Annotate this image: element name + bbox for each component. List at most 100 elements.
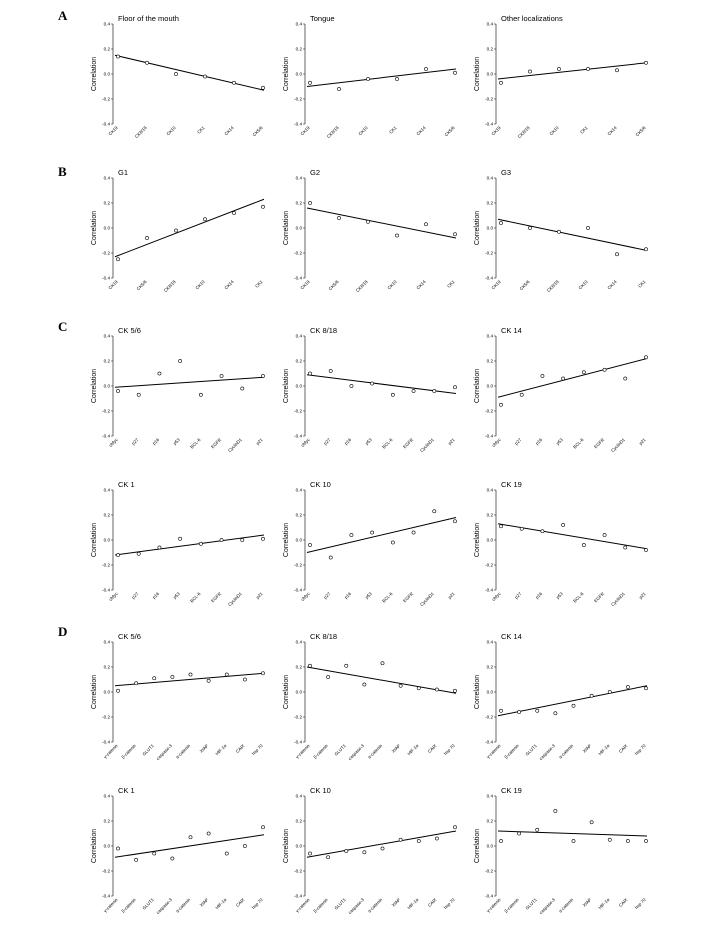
data-point [370,381,375,386]
panel-title: CK 14 [501,326,522,335]
data-point [170,675,175,679]
y-tick-label: 0.2 [296,47,303,52]
panel-title: CK 8/18 [310,326,337,335]
y-tick-label: 0.4 [487,794,494,799]
data-point [188,835,193,840]
data-point [198,541,203,546]
x-tick-label: hsp 70 [443,897,456,910]
chart-panel: CK 19 0.4 0.2 0.0 -0.2 -0.4 Correlation γ-caten… [474,786,648,915]
x-tick-label: BCL-6 [189,591,202,604]
data-point [136,392,141,397]
x-tick-label: HIF-1α [406,897,419,910]
data-point [561,376,566,381]
x-tick-label: XIAP [391,897,402,908]
data-point [499,839,503,843]
y-tick-label: -0.2 [102,715,110,720]
data-point [328,369,333,373]
y-tick-label: -0.2 [485,97,493,102]
x-tick-label: CK5/6 [635,125,648,138]
x-tick-label: BCL-6 [189,437,202,450]
x-tick-label: CAIX [618,897,629,908]
x-tick-label: p21 [638,591,647,600]
data-point [242,844,247,848]
x-tick-label: CAIX [618,743,629,754]
x-tick-label: CK19 [299,279,311,291]
x-tick-label: β-catenin [312,743,329,760]
y-axis-label: Correlation [91,829,98,863]
x-tick-label: CK5/6 [136,279,149,292]
x-tick-label: CK5/6 [328,279,341,292]
y-tick-label: -0.4 [294,740,302,745]
x-tick-label: β-catenin [503,743,520,760]
x-tick-label: hsp 70 [251,897,264,910]
data-point [432,509,437,514]
trend-line [497,358,648,398]
y-tick-label: 0.0 [296,844,303,849]
panel-title: CK 5/6 [118,632,141,641]
chart-panel: CK 10 0.4 0.2 0.0 -0.2 -0.4 Correlation cMyc p27… [283,480,457,607]
y-tick-label: -0.2 [485,869,493,874]
x-tick-label: caspase-3 [347,743,365,761]
data-point [644,60,648,65]
data-point [242,677,247,682]
data-point [581,543,586,547]
x-tick-label: p53 [364,591,373,600]
y-tick-label: 0.2 [104,359,111,364]
data-point [380,846,385,851]
data-point [644,355,648,360]
x-tick-label: CK8/18 [134,125,148,139]
x-tick-label: CyclinD1 [419,591,435,607]
panel-title: Other localizations [501,14,563,23]
y-tick-label: 0.2 [104,47,111,52]
trend-line [114,376,265,388]
data-point [571,839,576,843]
x-tick-label: EGFR [402,591,414,603]
y-tick-label: 0.2 [296,201,303,206]
y-axis-label: Correlation [283,211,290,245]
data-point [589,693,594,698]
data-point [398,837,403,842]
y-tick-label: 0.2 [104,819,111,824]
data-point [499,524,503,529]
panels-group: Floor of the mouth 0.4 0.2 0.0 -0.2 -0.4 Corre… [91,14,648,915]
data-point [535,827,540,832]
x-tick-label: HIF-1α [214,743,227,756]
x-tick-label: p27 [323,437,332,446]
data-point [308,201,312,205]
y-tick-label: 0.2 [104,513,111,518]
x-tick-label: CK14 [415,279,427,291]
data-point [261,671,265,676]
trend-line [306,207,457,239]
y-tick-label: 0.2 [487,359,494,364]
y-tick-label: 0.4 [104,334,111,339]
trend-line [114,534,265,556]
x-tick-label: CK19 [299,125,311,137]
data-point [615,68,619,73]
x-tick-label: p53 [555,437,564,446]
x-tick-label: hsp 70 [251,743,264,756]
data-point [432,389,437,393]
panel-title: CK 10 [310,480,331,489]
x-tick-label: p21 [255,591,264,600]
x-tick-label: CK19 [490,125,502,137]
data-point [170,856,175,861]
y-tick-label: -0.2 [102,563,110,568]
y-axis-label: Correlation [474,369,481,403]
x-tick-label: CK8/18 [163,279,177,293]
data-point [326,855,331,860]
y-tick-label: -0.4 [102,894,110,899]
x-tick-label: CAIX [235,743,246,754]
trend-line [497,685,648,717]
data-point [349,384,354,388]
x-tick-label: β-catenin [503,897,520,914]
y-tick-label: 0.4 [487,640,494,645]
y-tick-label: 0.0 [487,384,494,389]
x-tick-label: CK14 [223,125,235,137]
data-point [136,551,141,556]
y-tick-label: -0.4 [102,588,110,593]
chart-panel: G1 0.4 0.2 0.0 -0.2 -0.4 Correlation CK19 CK5/6 C… [91,168,265,293]
data-point [219,538,224,542]
y-tick-label: -0.4 [485,434,493,439]
data-point [188,672,193,677]
x-tick-label: p27 [514,591,523,600]
